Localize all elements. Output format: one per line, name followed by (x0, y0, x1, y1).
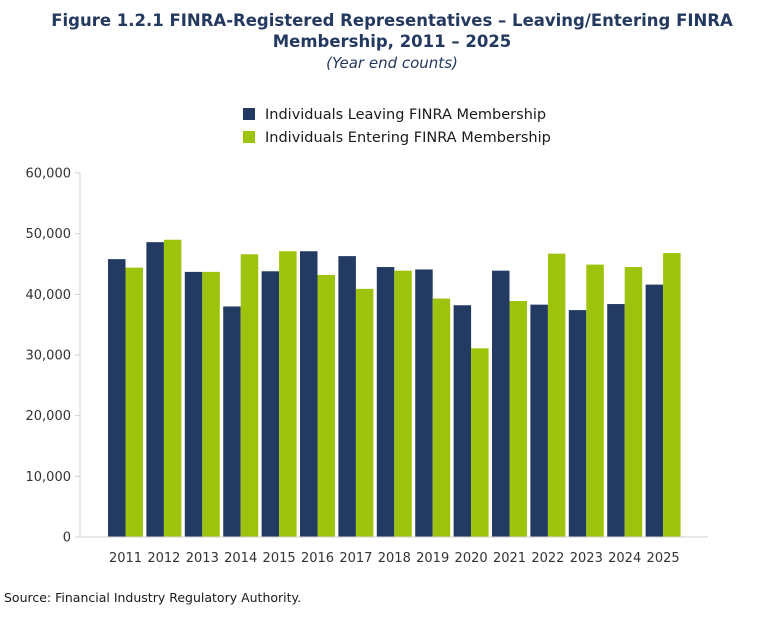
x-tick-label: 2014 (224, 551, 257, 566)
bar-leaving-2012 (146, 242, 164, 537)
x-tick-label: 2015 (263, 551, 296, 566)
legend: Individuals Leaving FINRA Membership Indi… (243, 107, 551, 146)
x-tick-label: 2019 (416, 551, 449, 566)
bar-entering-2021 (509, 301, 527, 537)
legend-swatch-leaving (243, 108, 255, 120)
y-tick-label: 10,000 (26, 470, 72, 485)
x-tick-label: 2013 (186, 551, 219, 566)
x-tick-label: 2018 (378, 551, 411, 566)
bar-entering-2016 (317, 274, 335, 537)
chart-title: Figure 1.2.1 FINRA-Registered Representa… (51, 11, 733, 51)
bar-entering-2020 (471, 348, 489, 537)
bar-entering-2017 (355, 288, 374, 537)
bar-entering-2024 (624, 267, 643, 537)
bar-leaving-2018 (376, 267, 395, 537)
y-tick-label: 40,000 (26, 288, 72, 303)
y-tick-label: 0 (63, 531, 71, 546)
bar-entering-2011 (125, 267, 143, 537)
legend-swatch-entering (243, 131, 255, 143)
x-tick-label: 2022 (531, 551, 564, 566)
x-tick-label: 2016 (301, 551, 334, 566)
y-tick-label: 20,000 (26, 409, 72, 424)
x-axis: 2011 2012 2013 2014 2015 2016 2017 2018 2019 2020… (80, 536, 708, 566)
bar-entering-2018 (394, 270, 412, 537)
bar-entering-2022 (547, 253, 566, 538)
chart-header: Figure 1.2.1 FINRA-Registered Representa… (0, 10, 784, 73)
chart-subtitle: (Year end counts) (326, 54, 458, 72)
legend-label-entering: Individuals Entering FINRA Membership (265, 130, 551, 146)
y-axis: 0 10,000 20,000 30,000 40,000 50,000 60,000 (26, 167, 81, 546)
bar-leaving-2020 (453, 305, 472, 537)
bar-leaving-2014 (223, 306, 241, 537)
bar-entering-2015 (279, 251, 297, 537)
bar-entering-2012 (163, 239, 182, 537)
bar-leaving-2017 (338, 256, 356, 537)
legend-label-leaving: Individuals Leaving FINRA Membership (265, 107, 546, 123)
y-tick-label: 60,000 (26, 167, 72, 182)
bar-entering-2019 (432, 298, 451, 537)
bar-leaving-2021 (492, 270, 510, 537)
y-tick-label: 50,000 (26, 227, 72, 242)
bar-entering-2013 (202, 271, 220, 537)
bar-leaving-2023 (568, 310, 587, 537)
x-tick-label: 2020 (455, 551, 488, 566)
x-tick-label: 2024 (608, 551, 641, 566)
bar-leaving-2022 (530, 304, 548, 537)
bar-entering-2023 (586, 264, 604, 537)
x-tick-label: 2021 (493, 551, 526, 566)
x-tick-label: 2011 (109, 551, 142, 566)
y-tick-label: 30,000 (26, 349, 72, 364)
bar-entering-2014 (240, 254, 259, 537)
x-tick-label: 2012 (147, 551, 180, 566)
bar-leaving-2015 (261, 271, 280, 537)
bar-leaving-2011 (108, 259, 126, 537)
bars (108, 239, 681, 538)
bar-leaving-2025 (645, 284, 664, 537)
x-tick-label: 2023 (570, 551, 603, 566)
bar-leaving-2016 (300, 251, 318, 537)
bar-leaving-2013 (184, 271, 203, 537)
source-note: Source: Financial Industry Regulatory Au… (4, 590, 302, 605)
x-tick-label: 2025 (647, 551, 680, 566)
x-tick-label: 2017 (339, 551, 372, 566)
bar-leaving-2019 (415, 269, 433, 537)
bar-leaving-2024 (607, 304, 625, 537)
bar-entering-2025 (663, 253, 681, 537)
